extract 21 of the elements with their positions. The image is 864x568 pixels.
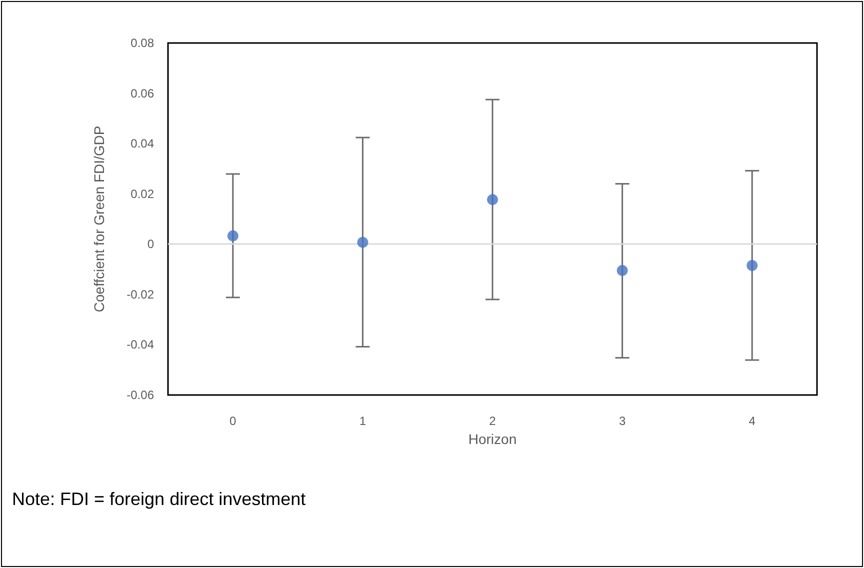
text: Note: FDI = foreign direct investment (12, 489, 306, 509)
point (616, 265, 628, 276)
point (487, 194, 498, 206)
y-tick-label: 0.02 (130, 186, 154, 201)
x-tick-label: 1 (359, 414, 366, 428)
y-tick-label: 0.06 (130, 86, 154, 100)
x-axis-title: Horizon (468, 430, 517, 447)
y-tick-label: 0 (147, 237, 154, 252)
y-tick-label: 0.04 (130, 136, 154, 151)
y-tick-label: -0.04 (126, 338, 154, 352)
x-tick-label: 3 (618, 414, 626, 428)
y-tick-label: -0.06 (126, 388, 154, 402)
point (357, 236, 368, 248)
point (746, 260, 758, 272)
x-tick-label: 0 (230, 414, 237, 428)
x-tick-label: 4 (748, 414, 756, 428)
y-tick-label: 0.08 (130, 36, 154, 50)
y-tick-label: -0.02 (126, 287, 154, 302)
point (227, 230, 238, 242)
x-tick-label: 2 (489, 414, 496, 428)
y-axis-title: Coeffcient for Green FDI/GDP (91, 126, 107, 312)
